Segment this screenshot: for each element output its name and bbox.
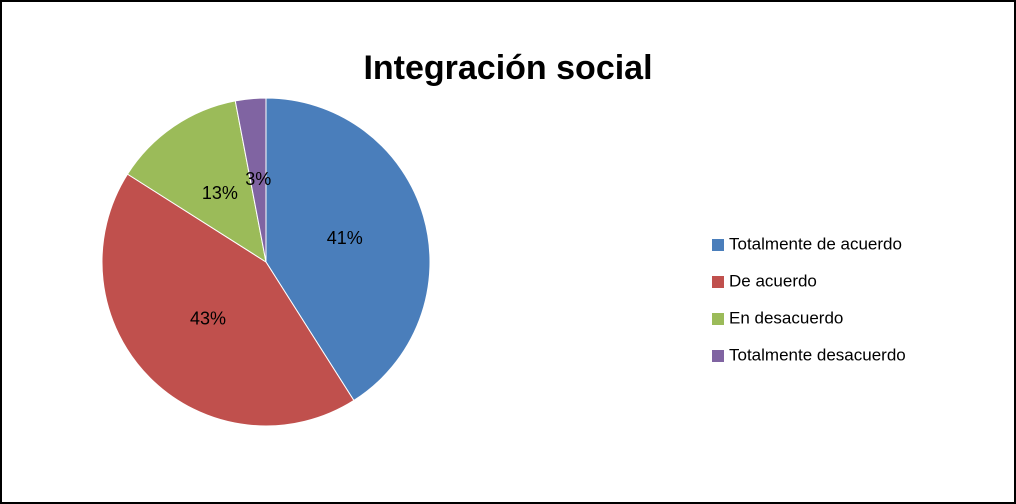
legend-swatch bbox=[712, 313, 724, 325]
pie-slice bbox=[234, 97, 267, 263]
data-label: 3% bbox=[245, 169, 271, 189]
legend-label: En desacuerdo bbox=[729, 308, 843, 327]
pie-slice bbox=[101, 173, 355, 427]
legend-label: Totalmente desacuerdo bbox=[729, 345, 906, 364]
legend-label: De acuerdo bbox=[729, 271, 817, 290]
data-label: 13% bbox=[202, 183, 238, 203]
data-label: 41% bbox=[327, 228, 363, 248]
data-label: 43% bbox=[190, 309, 226, 329]
pie-slice bbox=[126, 100, 267, 264]
legend-swatch bbox=[712, 350, 724, 362]
legend-swatch bbox=[712, 239, 724, 251]
legend-swatch bbox=[712, 276, 724, 288]
chart-title: Integración social bbox=[363, 49, 652, 87]
pie-slice bbox=[265, 97, 431, 402]
legend-label: Totalmente de acuerdo bbox=[729, 234, 902, 253]
